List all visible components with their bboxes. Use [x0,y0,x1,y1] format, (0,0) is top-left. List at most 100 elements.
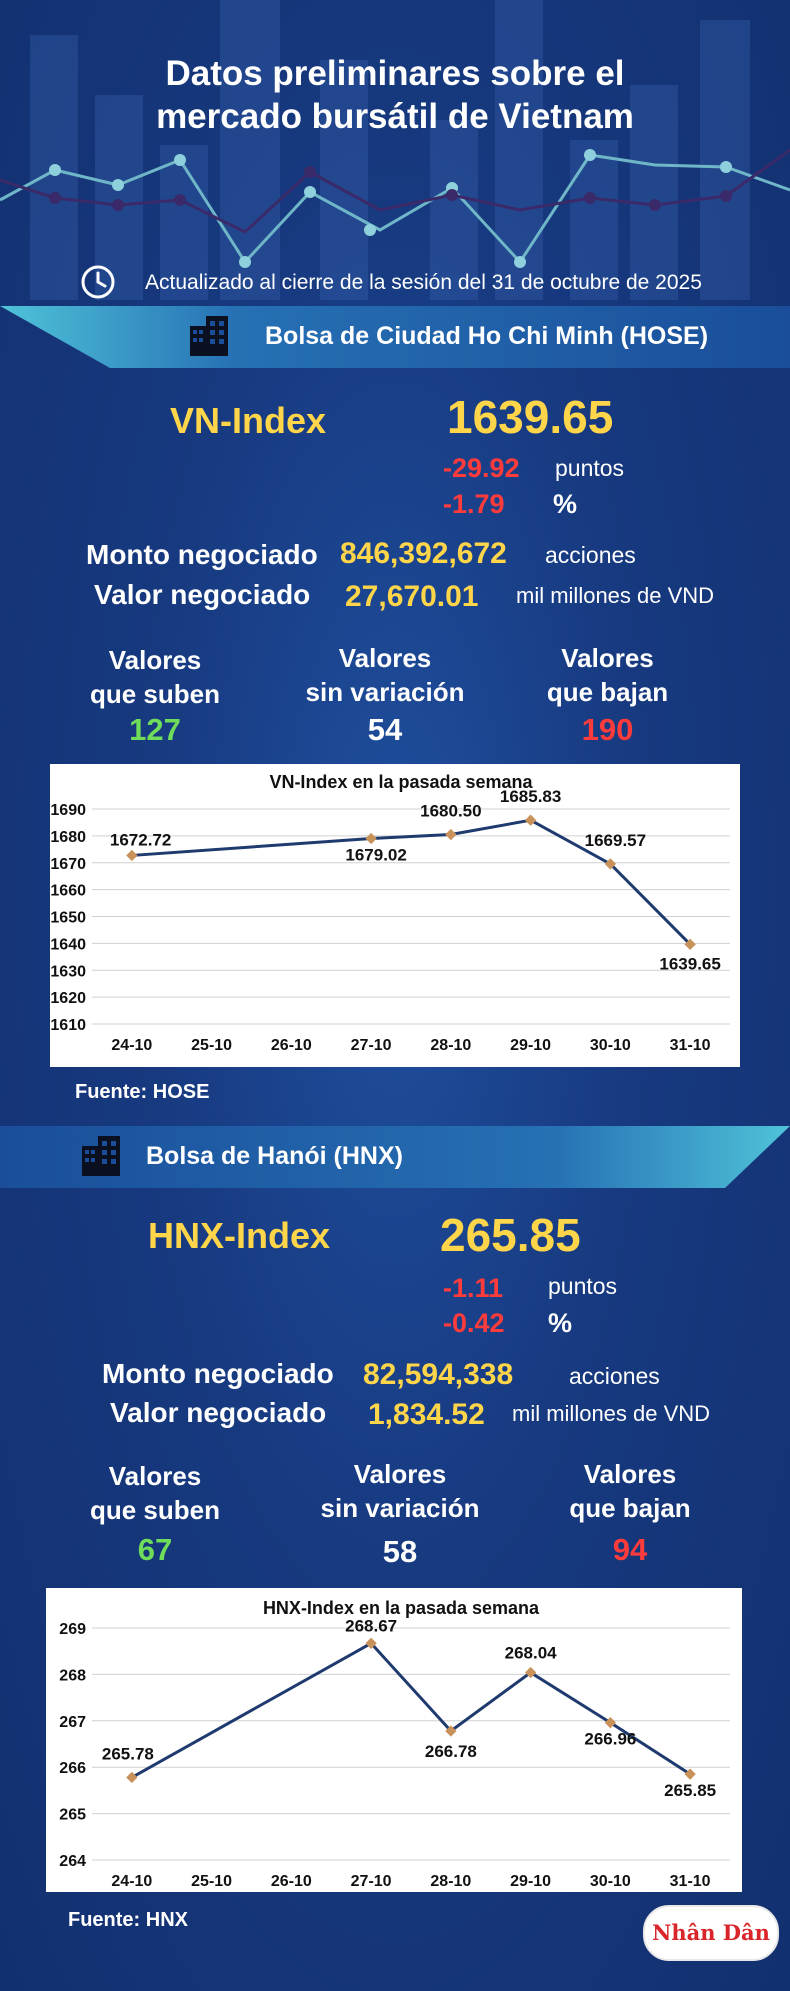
data-point [445,828,457,841]
data-label: 268.67 [345,1616,397,1635]
x-tick-label: 28-10 [430,1873,471,1890]
building-icon [190,316,228,356]
data-label: 1672.72 [110,830,171,849]
data-label: 1679.02 [345,846,406,865]
hose-flat-label-1: Valores [338,643,432,673]
x-tick-label: 31-10 [670,1037,711,1054]
y-tick-label: 269 [59,1621,86,1638]
hose-up-label-2: que suben [89,679,220,709]
hose-volume: 846,392,672 [340,537,507,570]
data-label: 265.78 [102,1744,154,1763]
y-tick-label: 1620 [50,990,86,1007]
hose-change-points: -29.92 [443,453,520,483]
x-tick-label: 29-10 [510,1037,551,1054]
x-tick-label: 26-10 [271,1873,312,1890]
hose-index-name: VN-Index [170,400,327,441]
hnx-percent-label: % [548,1308,573,1338]
hnx-volume: 82,594,338 [363,1358,514,1391]
y-tick-label: 1660 [50,883,86,900]
y-tick-label: 1670 [50,856,86,873]
data-label: 1685.83 [500,787,561,806]
y-tick-label: 266 [59,1760,86,1777]
hnx-volume-unit: acciones [569,1363,660,1389]
hnx-flat-count: 58 [382,1534,418,1569]
y-tick-label: 1650 [50,910,86,927]
y-tick-label: 268 [59,1667,86,1684]
hose-down-count: 190 [581,712,634,747]
hnx-exchange-title: Bolsa de Hanói (HNX) [146,1142,403,1170]
data-label: 266.78 [425,1742,477,1761]
hnx-down-label-2: que bajan [569,1493,691,1523]
hnx-up-count: 67 [137,1532,173,1567]
hnx-index-value: 265.85 [440,1209,581,1261]
hose-change-percent: -1.79 [443,489,505,519]
data-point [126,849,138,862]
hose-up-count: 127 [129,712,181,747]
data-label: 1669.57 [585,831,646,850]
hnx-source: Fuente: HNX [68,1909,188,1931]
hose-value-label: Valor negociado [94,579,311,610]
data-label: 266.96 [584,1730,636,1749]
chart-title: HNX-Index en la pasada semana [263,1598,540,1618]
hnx-index-chart: HNX-Index en la pasada semana 264 265 266 26… [46,1588,742,1892]
data-label: 265.85 [664,1781,716,1800]
y-tick-label: 1680 [50,829,86,846]
hnx-change-points: -1.11 [443,1273,504,1303]
x-tick-label: 29-10 [510,1873,551,1890]
data-point [604,1716,617,1729]
x-tick-label: 30-10 [590,1873,631,1890]
x-tick-label: 25-10 [191,1037,232,1054]
hose-exchange-title: Bolsa de Ciudad Ho Chi Minh (HOSE) [265,322,709,350]
x-tick-label: 27-10 [351,1873,392,1890]
x-tick-label: 31-10 [670,1873,711,1890]
hose-up-label-1: Valores [108,645,202,675]
background-decoration [0,0,790,300]
hnx-index-name: HNX-Index [148,1215,331,1256]
data-label: 1639.65 [659,954,720,973]
hose-volume-label: Monto negociado [86,539,318,570]
data-label: 1680.50 [420,802,481,821]
chart-title: VN-Index en la pasada semana [269,772,533,792]
x-tick-label: 24-10 [111,1037,152,1054]
hose-value-unit: mil millones de VND [516,583,715,608]
hnx-volume-label: Monto negociado [102,1358,334,1389]
data-point [126,1771,138,1784]
hose-down-label-1: Valores [561,643,654,673]
series-line [131,818,692,946]
data-point [365,832,377,845]
hose-down-label-2: que bajan [546,677,669,707]
logo-text: Nhân Dân [652,1920,770,1945]
data-point [445,1725,457,1737]
y-tick-label: 265 [59,1807,86,1824]
hnx-flat-label-2: sin variación [320,1493,480,1523]
hnx-value: 1,834.52 [368,1398,485,1431]
hose-flat-label-2: sin variación [305,677,465,707]
clock-icon [81,265,115,299]
data-label: 268.04 [505,1644,558,1663]
hose-source: Fuente: HOSE [75,1081,210,1103]
hnx-value-unit: mil millones de VND [512,1401,711,1426]
title-line-2: mercado bursátil de Vietnam [156,97,634,136]
hnx-down-label-1: Valores [583,1459,677,1489]
vn-index-chart: VN-Index en la pasada semana 1610 1620 1630… [50,764,740,1067]
data-point [524,814,537,826]
x-tick-label: 30-10 [590,1037,631,1054]
building-icon [82,1136,120,1176]
y-tick-label: 1640 [50,936,86,953]
hose-percent-label: % [553,489,578,519]
series-line [131,1641,691,1779]
hnx-flat-label-1: Valores [353,1459,447,1489]
hnx-points-label: puntos [548,1273,618,1299]
hnx-band [0,1126,790,1188]
title-line-1: Datos preliminares sobre el [165,54,625,93]
x-tick-label: 24-10 [111,1873,152,1890]
updated-text: Actualizado al cierre de la sesión del 3… [145,271,702,294]
hose-flat-count: 54 [367,712,403,747]
x-tick-label: 27-10 [351,1037,392,1054]
hose-value: 27,670.01 [345,580,479,613]
y-tick-label: 1690 [50,802,86,819]
x-tick-label: 25-10 [191,1873,232,1890]
hnx-up-label-1: Valores [108,1461,202,1491]
y-tick-label: 267 [59,1714,86,1731]
